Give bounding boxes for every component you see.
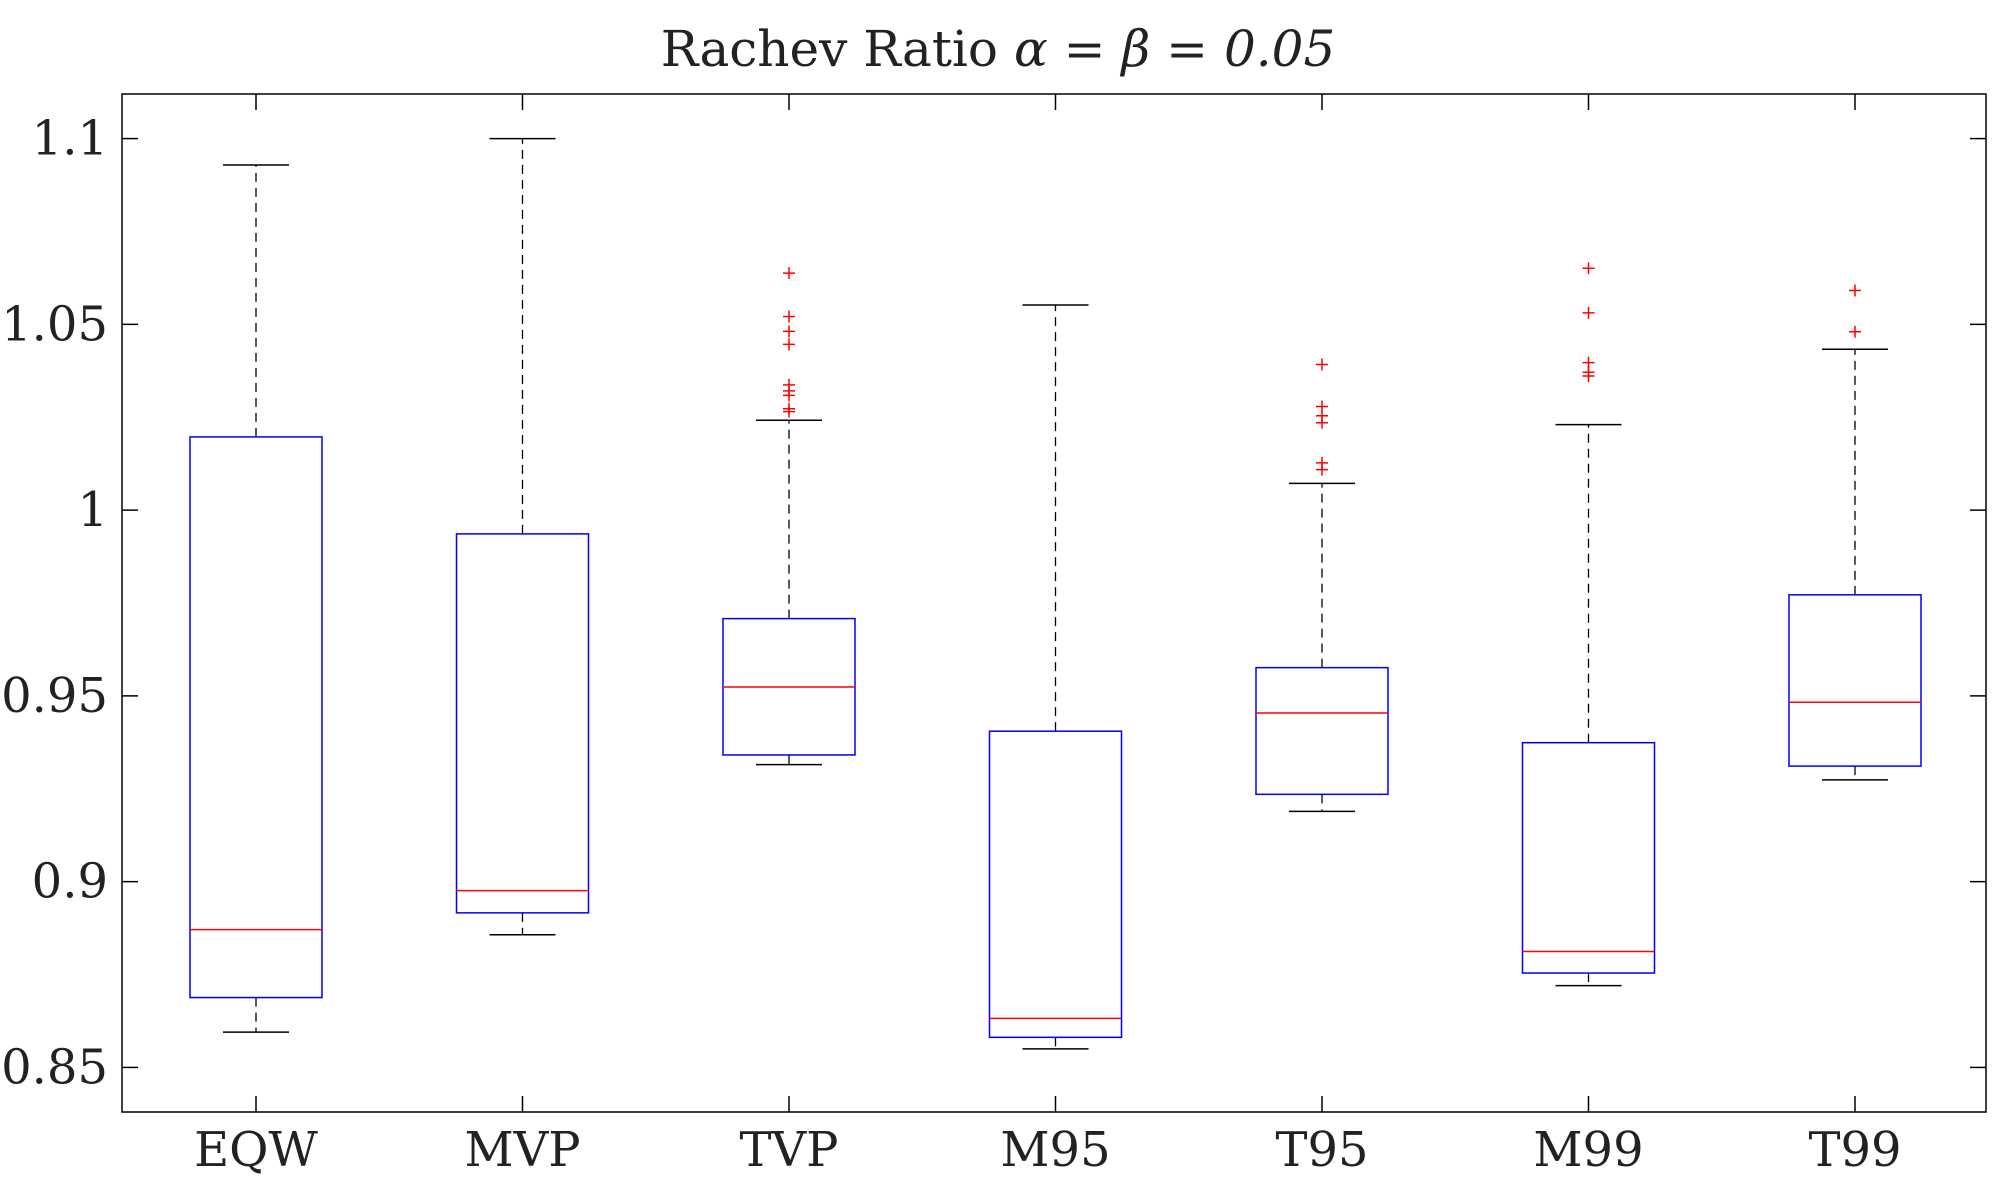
axis-ticks: 0.85 0.9 0.95 1 1.05 1.1 EQW MVP TVP M95 T95 M99 T99 (1, 94, 1986, 1178)
outlier-point (783, 338, 795, 351)
box-iqr (988, 730, 1123, 1039)
outlier-point (1582, 306, 1595, 319)
outlier-point (783, 310, 795, 323)
x-tick-label: T99 (1808, 1122, 1901, 1178)
box-t95 (1255, 358, 1389, 813)
outlier-point (1316, 358, 1328, 371)
plot-area (121, 93, 1987, 1113)
outlier-point (1316, 456, 1328, 469)
box-iqr (455, 533, 590, 914)
y-tick-label: 0.85 (1, 1039, 108, 1095)
outlier-point (1849, 325, 1861, 338)
chart-title: Rachev Ratio α = β = 0.05 (661, 20, 1336, 78)
box-iqr (1521, 741, 1656, 974)
x-tick-label: T95 (1275, 1122, 1368, 1178)
box-iqr (1788, 594, 1922, 767)
box-m95 (988, 304, 1123, 1050)
outlier-point (783, 325, 795, 338)
y-tick-label: 0.9 (32, 854, 108, 910)
boxes-layer (189, 137, 1922, 1050)
y-tick-label: 1 (77, 482, 108, 538)
x-tick-label: MVP (464, 1122, 580, 1178)
outlier-point (1316, 400, 1328, 413)
chart-title-main: Rachev Ratio (661, 20, 998, 78)
box-mvp (455, 137, 590, 936)
outlier-point (1582, 356, 1595, 369)
y-tick-label: 0.95 (1, 668, 108, 724)
x-tick-label: M95 (1000, 1122, 1110, 1178)
x-tick-label: EQW (194, 1122, 318, 1178)
box-t99 (1788, 284, 1922, 781)
x-tick-label: M99 (1533, 1122, 1643, 1178)
box-eqw (189, 164, 323, 1033)
chart-title-formula: α = β = 0.05 (1014, 20, 1335, 78)
y-tick-label: 1.1 (32, 111, 108, 167)
box-tvp (722, 267, 856, 766)
outlier-point (783, 378, 795, 391)
y-tick-label: 1.05 (1, 296, 108, 352)
outlier-point (783, 267, 795, 280)
outlier-point (1582, 262, 1595, 275)
x-tick-label: TVP (740, 1122, 839, 1178)
box-iqr (1255, 666, 1389, 796)
outlier-point (783, 402, 795, 415)
outlier-point (1849, 284, 1861, 297)
box-iqr (189, 436, 323, 999)
box-m99 (1521, 262, 1656, 987)
